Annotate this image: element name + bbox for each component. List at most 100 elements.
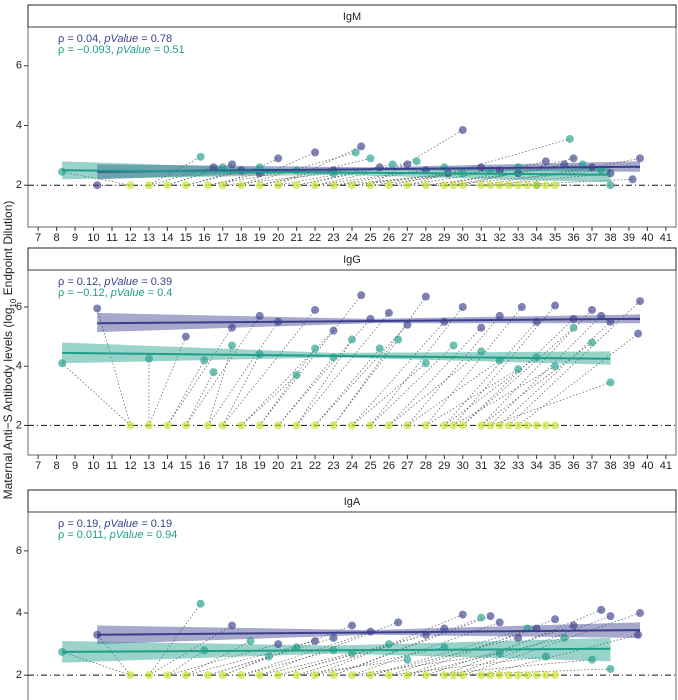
point	[348, 181, 356, 190]
point	[126, 181, 135, 190]
connector	[388, 351, 482, 426]
panel-title: IgM	[343, 11, 361, 23]
point	[144, 354, 153, 363]
connector	[241, 152, 316, 186]
x-tick-label: 17	[217, 460, 229, 472]
point	[329, 671, 338, 680]
point	[403, 320, 412, 329]
x-tick-label: 18	[235, 232, 247, 244]
x-tick-label: 28	[420, 232, 432, 244]
connector	[425, 368, 519, 426]
connector	[296, 628, 445, 676]
point	[560, 160, 569, 169]
connector	[185, 640, 316, 676]
connector	[259, 653, 353, 676]
connector	[185, 315, 260, 426]
x-tick-label: 33	[512, 232, 524, 244]
connector	[167, 650, 205, 676]
connector	[453, 305, 556, 426]
point	[440, 421, 449, 430]
point	[634, 630, 643, 639]
point	[255, 671, 264, 680]
point	[514, 365, 523, 374]
point	[181, 671, 190, 680]
x-tick-label: 36	[567, 460, 579, 472]
x-tick-label: 27	[401, 460, 413, 472]
connector	[240, 374, 297, 426]
connector	[462, 327, 574, 426]
point	[196, 599, 205, 608]
connector	[185, 371, 214, 426]
annotation-part: pValue	[103, 276, 138, 288]
point	[458, 125, 467, 134]
point	[495, 311, 504, 320]
point	[366, 181, 375, 190]
point	[449, 421, 458, 430]
annotation: ρ = 0.19, pValue = 0.19	[58, 518, 172, 530]
point	[237, 421, 246, 430]
x-tick-label: 13	[143, 232, 155, 244]
y-tick-label: 6	[16, 60, 22, 72]
y-tick-label: 6	[16, 545, 22, 557]
x-tick-label: 12	[124, 232, 136, 244]
point	[204, 181, 212, 190]
x-tick-label: 19	[254, 460, 266, 472]
point	[560, 633, 569, 642]
x-tick-label: 20	[272, 232, 284, 244]
point	[329, 633, 338, 642]
point	[449, 341, 458, 350]
connector	[407, 359, 500, 426]
point	[311, 181, 320, 190]
annotation-part: = 0.94	[143, 529, 177, 541]
connector	[370, 306, 464, 426]
point	[209, 163, 218, 172]
connector	[96, 308, 131, 426]
annotation-part: = 0.19	[138, 518, 172, 530]
x-tick-label: 30	[457, 232, 469, 244]
connector	[517, 333, 639, 426]
connector	[351, 172, 449, 186]
confidence-band	[62, 342, 611, 365]
x-tick-label: 22	[309, 460, 321, 472]
point	[523, 671, 532, 680]
annotation-part: pValue	[116, 44, 151, 56]
point	[394, 618, 403, 627]
point	[495, 421, 504, 430]
point	[541, 181, 550, 190]
point	[412, 157, 421, 166]
point	[351, 148, 360, 157]
point	[218, 181, 227, 190]
connector	[61, 362, 131, 426]
point	[228, 323, 236, 332]
point	[588, 655, 596, 664]
point	[634, 329, 643, 338]
connector	[62, 651, 131, 676]
point	[228, 621, 236, 630]
point	[458, 671, 467, 680]
connector	[314, 348, 380, 426]
connector	[207, 656, 270, 676]
point	[532, 421, 541, 430]
connector	[167, 643, 279, 676]
point	[274, 154, 283, 163]
annotation: ρ = 0.04, pValue = 0.78	[58, 33, 172, 45]
point	[458, 181, 467, 190]
fit-line	[97, 629, 641, 636]
x-tick-label: 16	[198, 232, 210, 244]
point	[551, 301, 560, 310]
x-tick-label: 14	[161, 460, 173, 472]
point	[403, 671, 412, 680]
point	[514, 181, 523, 190]
panel-title: IgA	[344, 496, 361, 508]
point	[606, 664, 615, 673]
x-tick-label: 21	[290, 232, 302, 244]
x-tick-label: 26	[383, 460, 395, 472]
x-tick-label: 14	[161, 232, 173, 244]
x-tick-label: 18	[235, 460, 247, 472]
connector	[444, 321, 537, 426]
x-tick-label: 37	[586, 460, 598, 472]
connector	[185, 169, 242, 186]
point	[204, 421, 212, 430]
point	[311, 344, 320, 353]
